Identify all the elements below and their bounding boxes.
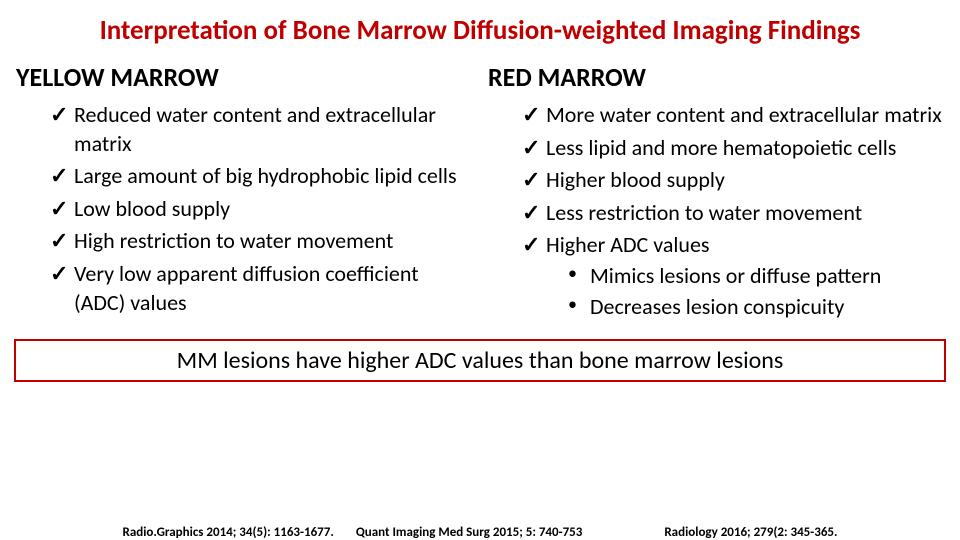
list-item: Reduced water content and extracellular … xyxy=(50,101,474,158)
slide-title: Interpretation of Bone Marrow Diffusion-… xyxy=(8,14,952,47)
left-list: Reduced water content and extracellular … xyxy=(14,101,474,317)
list-item-label: Higher ADC values xyxy=(546,231,710,258)
highlight-box: MM lesions have higher ADC values than b… xyxy=(14,339,946,382)
columns-wrap: YELLOW MARROW Reduced water content and … xyxy=(8,61,952,325)
reference-1: Radio.Graphics 2014; 34(5): 1163-1677. xyxy=(123,525,334,540)
sub-item: Decreases lesion conspicuity xyxy=(568,293,946,322)
right-list: More water content and extracellular mat… xyxy=(486,101,946,321)
right-header: RED MARROW xyxy=(486,61,946,93)
reference-3: Radiology 2016; 279(2: 345-365. xyxy=(664,525,837,540)
reference-2: Quant Imaging Med Surg 2015; 5: 740-753 xyxy=(356,525,583,540)
right-sublist: Mimics lesions or diffuse pattern Decrea… xyxy=(546,262,946,321)
references: Radio.Graphics 2014; 34(5): 1163-1677. Q… xyxy=(0,525,960,540)
list-item: Less restriction to water movement xyxy=(522,199,946,228)
list-item: Large amount of big hydrophobic lipid ce… xyxy=(50,162,474,191)
list-item: Higher ADC values Mimics lesions or diff… xyxy=(522,231,946,321)
list-item: Higher blood supply xyxy=(522,166,946,195)
left-header: YELLOW MARROW xyxy=(14,61,474,93)
list-item: Less lipid and more hematopoietic cells xyxy=(522,134,946,163)
list-item: More water content and extracellular mat… xyxy=(522,101,946,130)
list-item: High restriction to water movement xyxy=(50,227,474,256)
sub-item: Mimics lesions or diffuse pattern xyxy=(568,262,946,291)
slide: Interpretation of Bone Marrow Diffusion-… xyxy=(0,0,960,540)
right-column: RED MARROW More water content and extrac… xyxy=(480,61,952,325)
left-column: YELLOW MARROW Reduced water content and … xyxy=(8,61,480,325)
list-item: Low blood supply xyxy=(50,195,474,224)
list-item: Very low apparent diffusion coefficient … xyxy=(50,260,474,317)
